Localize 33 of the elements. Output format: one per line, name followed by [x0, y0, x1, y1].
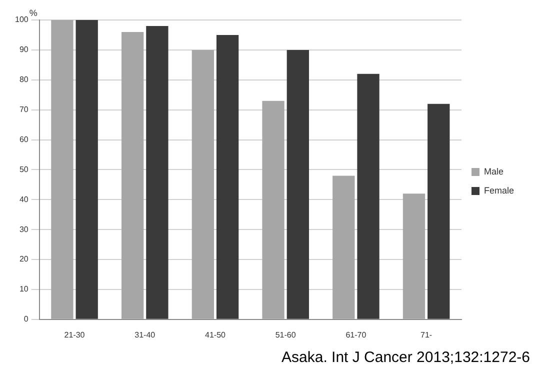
bar — [146, 26, 168, 319]
text: Asaka. Int J Cancer 2013;132:1272-6 — [280, 349, 530, 366]
legend-label: Male — [484, 166, 504, 176]
bar — [76, 20, 98, 319]
x-tick-label: 31-40 — [134, 330, 156, 340]
y-tick-label: 100 — [14, 15, 29, 24]
bar — [121, 32, 144, 319]
bar — [262, 100, 284, 319]
y-tick-label: 60 — [19, 134, 29, 144]
legend-label: Female — [484, 185, 514, 196]
y-tick-label: 40 — [19, 194, 29, 204]
bar — [192, 50, 214, 319]
x-tick-label: 61-70 — [346, 330, 367, 340]
x-tick-label: 41-50 — [205, 330, 226, 340]
bar — [402, 194, 426, 319]
y-tick-label: 70 — [19, 105, 29, 114]
y-tick-label: 30 — [19, 224, 29, 234]
bar — [51, 20, 74, 319]
y-tick-label: 50 — [19, 164, 29, 174]
bar — [286, 50, 309, 319]
x-tick-label: 71- — [420, 330, 432, 340]
bar — [216, 34, 239, 319]
y-tick-label: 80 — [19, 75, 29, 84]
x-tick-label: 51-60 — [275, 330, 296, 340]
y-tick-label: 20 — [19, 254, 29, 264]
y-tick-label: 0 — [24, 314, 29, 324]
bar — [357, 74, 380, 319]
bar — [332, 176, 355, 319]
y-axis-title: % — [29, 8, 38, 18]
x-tick-label: 21-30 — [64, 330, 86, 340]
y-tick-label: 90 — [19, 45, 29, 54]
bar — [428, 104, 450, 319]
y-tick-label: 10 — [19, 284, 29, 294]
